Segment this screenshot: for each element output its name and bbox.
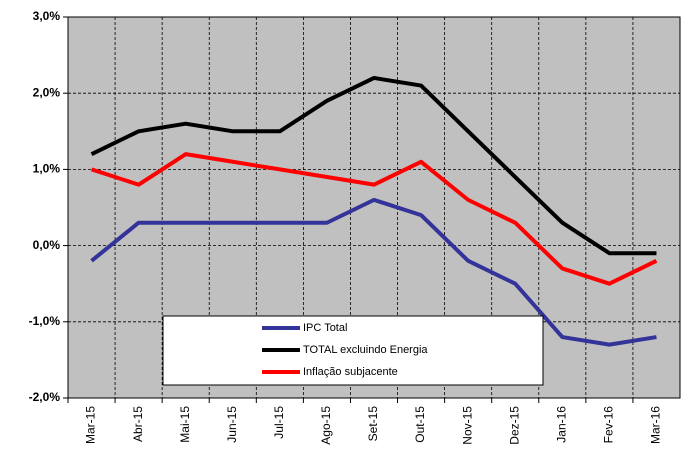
y-tick-label: 1,0% bbox=[33, 162, 61, 176]
x-tick-label: Jul-15 bbox=[272, 406, 286, 439]
plot-border bbox=[67, 16, 681, 399]
x-tick-label: Jan-16 bbox=[554, 406, 568, 443]
legend-label: IPC Total bbox=[303, 322, 347, 334]
y-tick-label: 3,0% bbox=[33, 9, 61, 23]
x-tick-label: Out-15 bbox=[413, 406, 427, 443]
series-line bbox=[90, 197, 657, 347]
series-line bbox=[90, 75, 657, 256]
legend-label: Inflação subjacente bbox=[303, 366, 398, 378]
x-tick-label: Mar-15 bbox=[84, 406, 98, 444]
x-tick-label: Jun-15 bbox=[225, 406, 239, 443]
legend-label: TOTAL excluindo Energia bbox=[303, 344, 428, 356]
x-tick-label: Ago-15 bbox=[319, 406, 333, 445]
series-line bbox=[90, 152, 658, 286]
x-tick-label: Fev-16 bbox=[602, 406, 616, 444]
y-tick-label: -2,0% bbox=[29, 390, 61, 404]
legend-box bbox=[162, 315, 544, 386]
x-tick-label: Abr-15 bbox=[131, 406, 145, 442]
x-tick-label: Mai-15 bbox=[178, 406, 192, 443]
y-tick-label: -1,0% bbox=[29, 314, 61, 328]
x-tick-label: Dez-15 bbox=[507, 406, 521, 445]
x-tick-label: Set-15 bbox=[366, 406, 380, 442]
x-tick-label: Nov-15 bbox=[460, 406, 474, 445]
y-tick-label: 2,0% bbox=[33, 85, 61, 99]
x-tick-label: Mar-16 bbox=[649, 406, 663, 444]
y-tick-label: 0,0% bbox=[33, 238, 61, 252]
